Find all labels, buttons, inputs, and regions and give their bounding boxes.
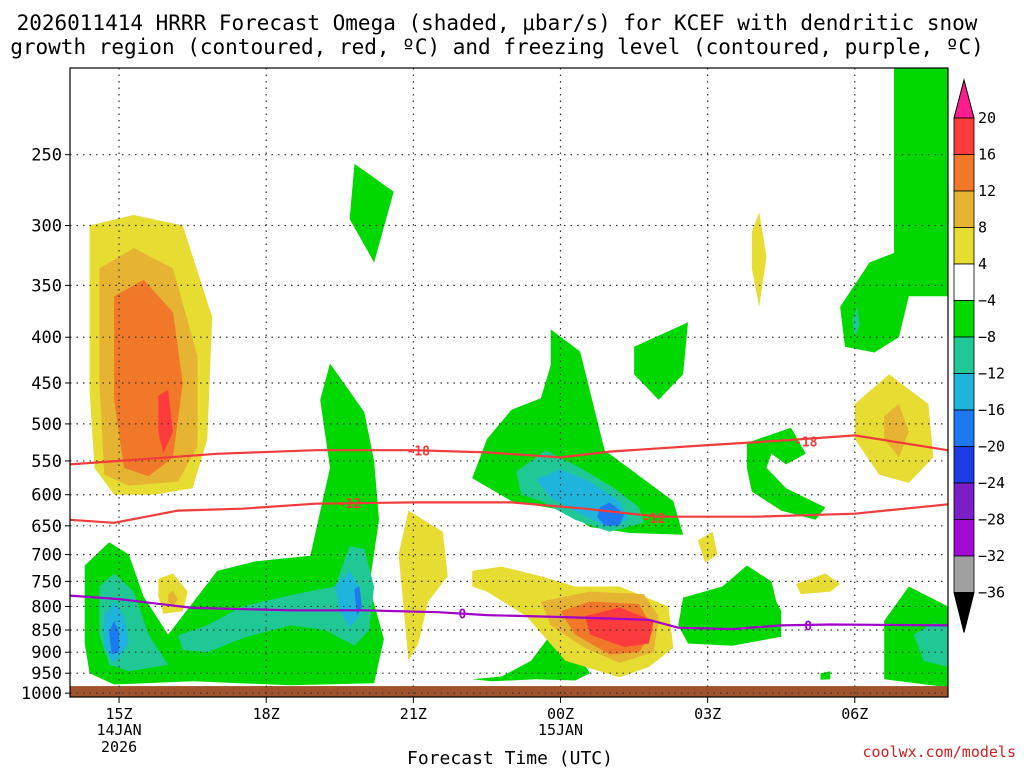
x-axis-label: Forecast Time (UTC) [407,748,613,768]
y-tick-label-650: 650 [31,517,62,537]
omega-region-8 [177,546,375,653]
colorbar-label-3: 8 [978,219,987,237]
colorbar-label-11: −28 [978,511,1005,529]
colorbar-label-7: −12 [978,365,1005,383]
y-tick-label-400: 400 [31,328,62,348]
omega-shading-layer [84,68,948,688]
colorbar-swatch-6 [953,300,975,338]
contour-label-0-b2: 0 [804,619,812,634]
y-tick-label-700: 700 [31,546,62,566]
y-tick-label-800: 800 [31,597,62,617]
colorbar-swatch-10 [953,446,975,484]
contour-label--18-a: -18 [407,444,431,459]
x-tick-label-15Z: 15Z [106,705,133,723]
omega-region-12 [354,586,362,617]
omega-region-5 [168,590,178,607]
colorbar-label-13: −36 [978,584,1005,602]
y-tick-label-250: 250 [31,146,62,166]
y-tick-label-750: 750 [31,572,62,592]
y-tick-label-500: 500 [31,415,62,435]
contour-label-0-a: 0 [458,608,466,623]
colorbar-label-12: −32 [978,547,1005,565]
y-tick-label-950: 950 [31,664,62,684]
y-tick-label-600: 600 [31,486,62,506]
x-tick-label-21Z: 21Z [400,705,427,723]
y-tick-label-850: 850 [31,621,62,641]
omega-region-3 [158,389,173,454]
colorbar: 20 16 12 8 4 −4 −8 −12 −16 −20 −24 −28 −32 −36 [953,78,1005,633]
pressure-axis: 2503003504004505005506006507007508008509… [21,146,70,704]
colorbar-swatch-3 [953,190,975,228]
colorbar-label-2: 12 [978,182,996,200]
x-tick-label-18Z: 18Z [253,705,280,723]
contour-line--18-0 [70,434,948,466]
x-tick-label-06Z: 06Z [841,705,868,723]
colorbar-swatch-4 [953,227,975,265]
omega-region-24 [913,623,948,667]
y-tick-label-350: 350 [31,276,62,296]
colorbar-label-5: −4 [978,292,996,310]
x-tick-year-15Z: 2026 [101,738,137,756]
y-tick-label-550: 550 [31,452,62,472]
colorbar-label-10: −24 [978,474,1005,492]
omega-region-11 [109,620,120,655]
y-tick-label-300: 300 [31,216,62,236]
colorbar-label-8: −16 [978,401,1005,419]
terrain-band [70,686,948,697]
chart-subtitle: growth region (contoured, red, ºC) and f… [10,35,984,59]
colorbar-swatch-7 [953,336,975,374]
x-tick-date-00Z: 15JAN [538,721,583,739]
omega-region-36 [795,573,841,595]
omega-region-20 [746,427,826,520]
colorbar-swatch-1 [953,117,975,155]
omega-region-26 [852,306,860,338]
colorbar-label-1: 16 [978,146,996,164]
contour-line-0-2 [70,594,948,631]
colorbar-swatch-13 [953,555,975,593]
colorbar-swatch-5 [953,263,975,301]
y-tick-label-1000: 1000 [21,684,62,704]
contour-layer: -18 -12 0 -12 -18 0 [70,434,948,634]
omega-region-25 [840,68,948,353]
omega-region-35 [751,212,767,307]
colorbar-label-4: 4 [978,255,987,273]
grid-layer [70,68,948,697]
colorbar-swatch-8 [953,373,975,411]
colorbar-swatch-12 [953,519,975,557]
omega-region-22 [820,671,831,680]
colorbar-swatch-2 [953,154,975,192]
colorbar-label-0: 20 [978,109,996,127]
omega-region-21 [678,565,782,646]
contour-line--12-1 [70,501,948,524]
omega-region-10 [334,570,360,628]
omega-region-29 [398,510,448,661]
colorbar-top-arrow [953,78,975,119]
chart-title: 2026011414 HRRR Forecast Omega (shaded, … [17,11,978,35]
terrain-layer [70,686,948,697]
contour-label--12-b0: -12 [642,512,665,527]
colorbar-swatch-11 [953,482,975,520]
omega-region-13 [349,163,394,263]
omega-region-15 [634,322,688,400]
y-tick-label-900: 900 [31,643,62,663]
x-tick-date-15Z: 14JAN [96,721,141,739]
colorbar-bottom-arrow [953,592,975,633]
credit-link[interactable]: coolwx.com/models [862,743,1016,761]
x-tick-label-03Z: 03Z [694,705,721,723]
omega-region-34 [697,531,718,563]
colorbar-label-9: −20 [978,438,1005,456]
x-tick-label-00Z: 00Z [547,705,574,723]
omega-region-18 [597,502,625,526]
colorbar-swatch-9 [953,409,975,447]
colorbar-label-6: −8 [978,328,996,346]
contour-label--12-a: -12 [338,497,361,512]
contour-label--18-b1: -18 [794,435,818,450]
y-tick-label-450: 450 [31,374,62,394]
